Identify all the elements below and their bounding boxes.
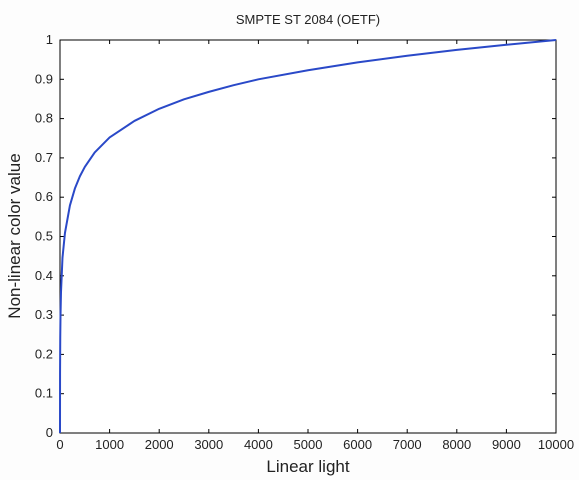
x-tick-label: 0 bbox=[56, 437, 63, 452]
y-tick-label: 0.4 bbox=[35, 268, 53, 283]
series-line bbox=[59, 39, 557, 434]
y-tick-label: 1 bbox=[46, 32, 53, 47]
x-tick-label: 2000 bbox=[145, 437, 174, 452]
x-tick-label: 3000 bbox=[194, 437, 223, 452]
y-tick-label: 0.2 bbox=[35, 346, 53, 361]
y-tick-label: 0.8 bbox=[35, 111, 53, 126]
x-tick-label: 9000 bbox=[492, 437, 521, 452]
y-tick-label: 0.9 bbox=[35, 71, 53, 86]
x-tick-label: 6000 bbox=[343, 437, 372, 452]
y-tick-label: 0 bbox=[46, 425, 53, 440]
y-tick-label: 0.3 bbox=[35, 307, 53, 322]
y-axis-title: Non-linear color value bbox=[5, 153, 24, 318]
x-tick-label: 4000 bbox=[244, 437, 273, 452]
x-tick-label: 10000 bbox=[538, 437, 574, 452]
x-tick-label: 7000 bbox=[393, 437, 422, 452]
x-tick-label: 1000 bbox=[95, 437, 124, 452]
plot-area bbox=[59, 39, 557, 434]
chart-title: SMPTE ST 2084 (OETF) bbox=[236, 12, 380, 27]
y-tick-label: 0.1 bbox=[35, 386, 53, 401]
y-tick-label: 0.7 bbox=[35, 150, 53, 165]
x-tick-label: 5000 bbox=[294, 437, 323, 452]
x-axis-title: Linear light bbox=[266, 457, 349, 476]
y-tick-label: 0.5 bbox=[35, 229, 53, 244]
x-tick-label: 8000 bbox=[442, 437, 471, 452]
y-tick-label: 0.6 bbox=[35, 189, 53, 204]
